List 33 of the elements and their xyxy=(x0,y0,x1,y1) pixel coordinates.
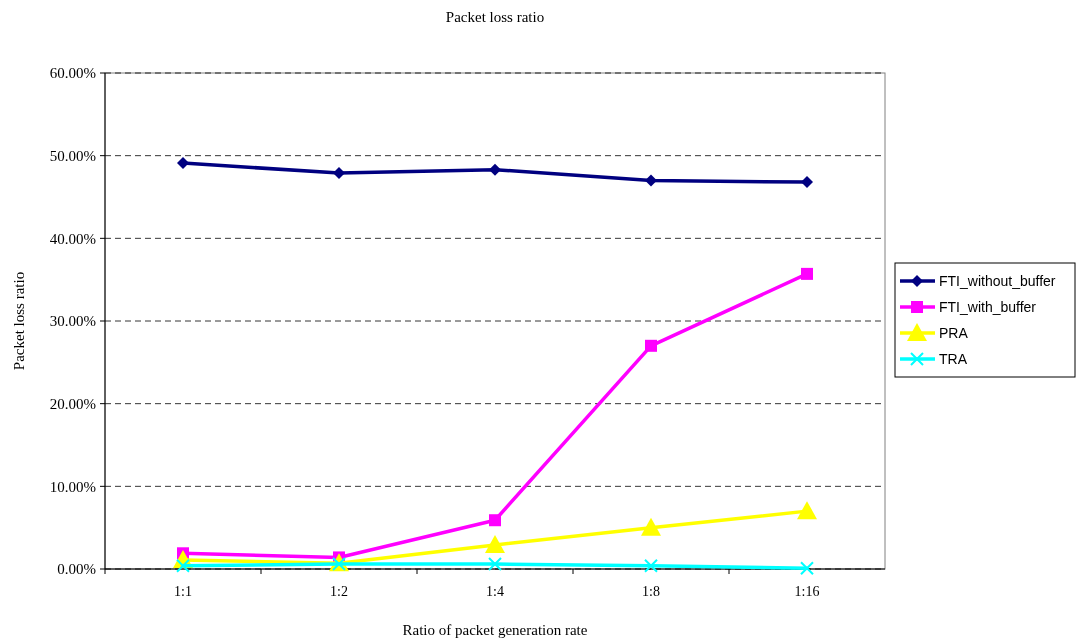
point xyxy=(485,535,505,554)
legend-label: TRA xyxy=(939,350,968,367)
x-tick-label: 1:16 xyxy=(794,584,820,599)
point xyxy=(797,501,817,520)
x-tick-label: 1:4 xyxy=(486,584,504,599)
legend-label: FTI_with_buffer xyxy=(939,298,1037,315)
point xyxy=(489,163,501,176)
y-tick-label: 30.00% xyxy=(49,313,96,330)
point xyxy=(488,557,502,572)
point xyxy=(800,561,814,576)
x-tick-label: 1:1 xyxy=(174,584,192,599)
point xyxy=(333,167,345,180)
point xyxy=(641,517,661,536)
y-tick-label: 50.00% xyxy=(49,147,96,164)
point xyxy=(177,157,189,170)
point xyxy=(644,558,658,573)
point xyxy=(645,174,657,187)
y-tick-label: 40.00% xyxy=(49,230,96,247)
y-tick-label: 0.00% xyxy=(57,561,96,578)
y-tick-label: 10.00% xyxy=(49,478,96,495)
x-axis-title: Ratio of packet generation rate xyxy=(402,622,588,638)
y-tick-label: 20.00% xyxy=(49,395,96,412)
legend-label: FTI_without_buffer xyxy=(939,272,1056,289)
x-tick-label: 1:8 xyxy=(642,584,660,599)
x-tick-label: 1:2 xyxy=(330,584,348,599)
legend-label: PRA xyxy=(939,324,969,341)
chart-title: Packet loss ratio xyxy=(445,9,545,25)
y-tick-label: 60.00% xyxy=(49,65,96,82)
y-axis-title: Packet loss ratio xyxy=(11,271,27,371)
point xyxy=(489,514,501,527)
point xyxy=(645,339,657,352)
point xyxy=(801,176,813,189)
point xyxy=(801,267,813,280)
